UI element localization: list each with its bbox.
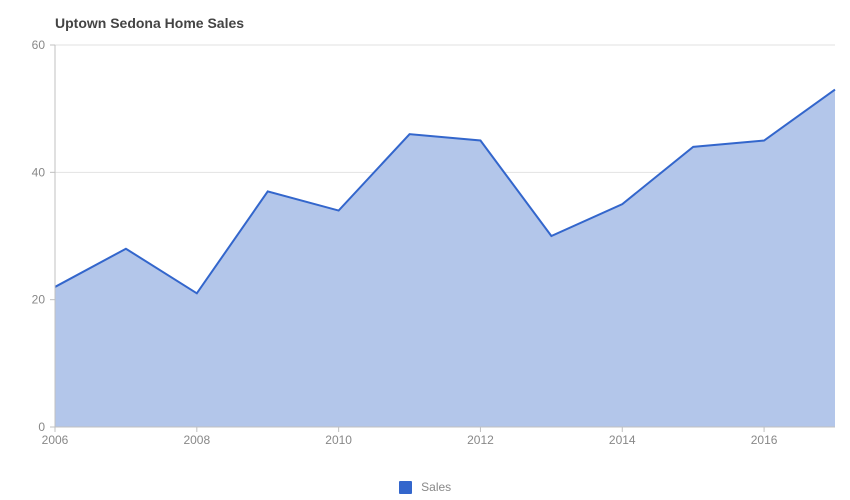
svg-text:0: 0 bbox=[38, 420, 45, 434]
legend: Sales bbox=[0, 479, 850, 494]
chart-title: Uptown Sedona Home Sales bbox=[55, 15, 244, 31]
legend-swatch bbox=[399, 481, 412, 494]
area-chart-svg: 2006200820102012201420160204060 bbox=[55, 45, 835, 445]
svg-text:40: 40 bbox=[32, 165, 46, 179]
chart-container: Uptown Sedona Home Sales 2006 2008 2010 201… bbox=[0, 0, 850, 500]
plot-area: 2006200820102012201420160204060 bbox=[55, 45, 835, 445]
svg-text:2014: 2014 bbox=[609, 433, 636, 447]
svg-text:2006: 2006 bbox=[42, 433, 69, 447]
legend-label: Sales bbox=[421, 480, 451, 494]
svg-text:2016: 2016 bbox=[751, 433, 778, 447]
svg-text:60: 60 bbox=[32, 38, 46, 52]
svg-text:2008: 2008 bbox=[183, 433, 210, 447]
svg-text:20: 20 bbox=[32, 293, 46, 307]
svg-text:2010: 2010 bbox=[325, 433, 352, 447]
svg-text:2012: 2012 bbox=[467, 433, 494, 447]
